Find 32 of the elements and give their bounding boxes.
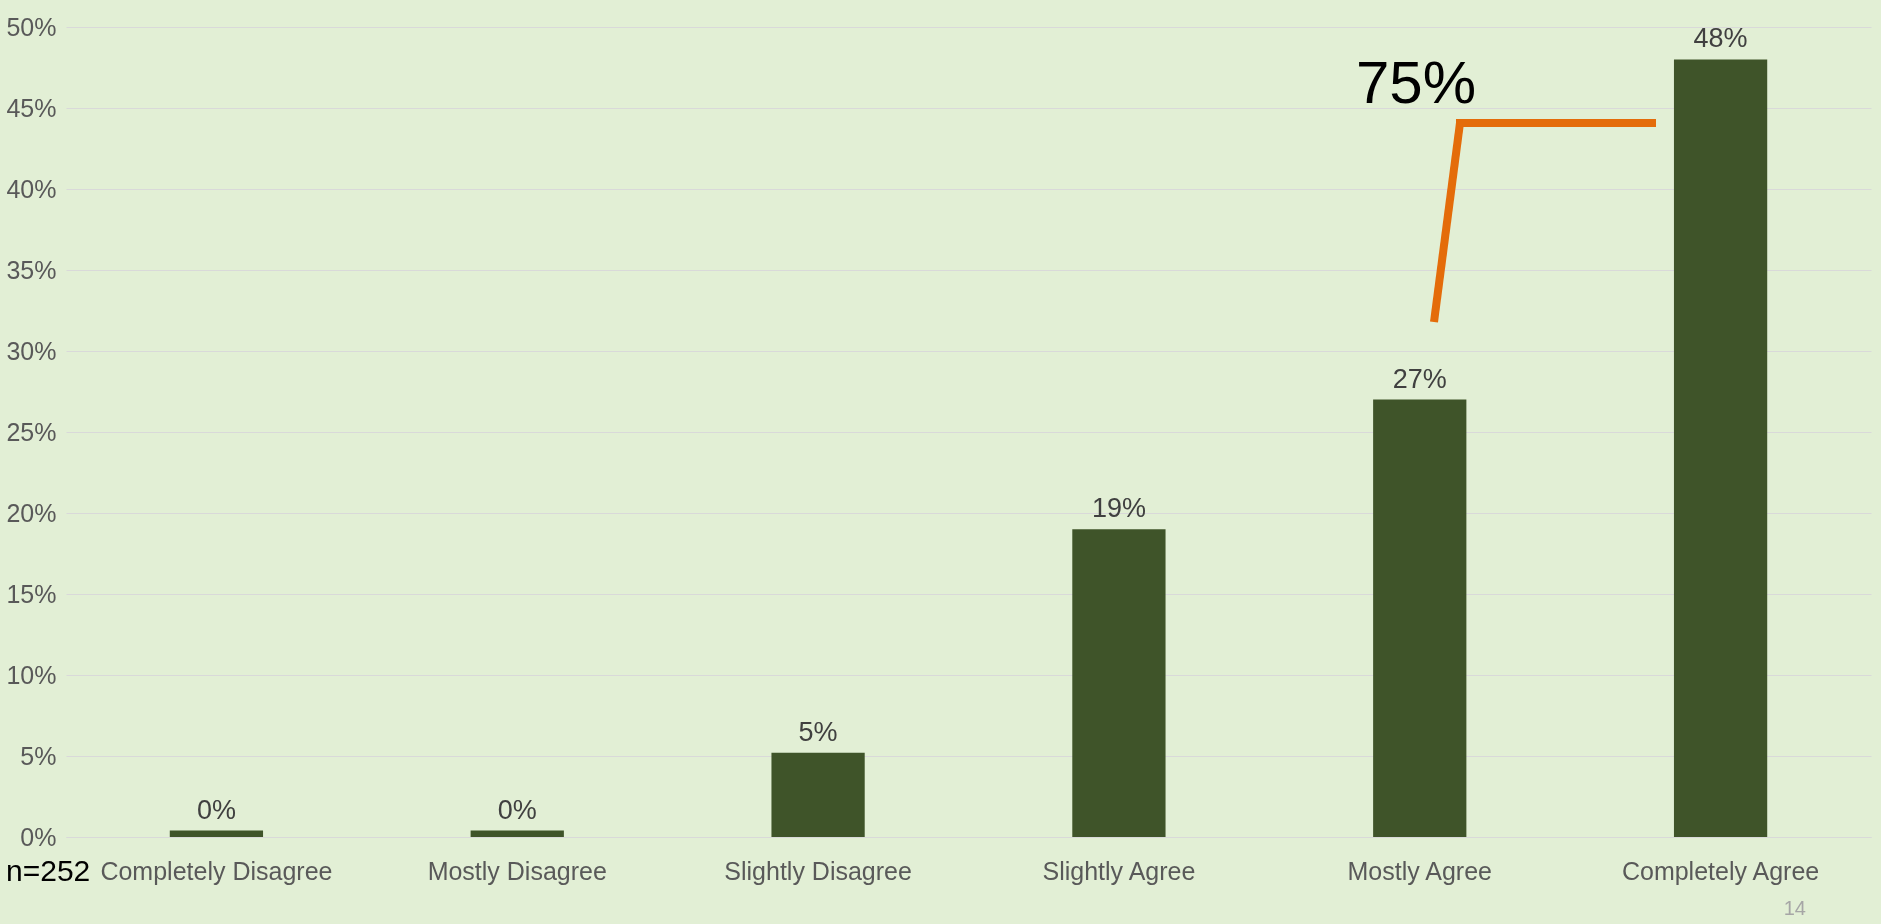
y-tick-label: 40% [6, 174, 57, 203]
text: 14 [1783, 897, 1806, 919]
y-tick-label: 5% [20, 741, 57, 770]
bar [169, 830, 264, 837]
bar [1072, 529, 1166, 837]
y-tick-label: 50% [6, 12, 57, 41]
x-tick-label: Slightly Disagree [724, 856, 912, 885]
x-tick-label: Mostly Agree [1347, 856, 1493, 885]
y-tick-label: 45% [6, 93, 57, 122]
x-tick-label: Slightly Agree [1042, 856, 1196, 885]
data-label: 0% [497, 794, 537, 825]
x-tick-label: Completely Agree [1621, 856, 1820, 885]
data-label: 48% [1693, 23, 1748, 54]
bar [1673, 59, 1768, 837]
y-tick-label: 25% [6, 417, 57, 446]
x-tick-label: Mostly Disagree [427, 856, 607, 885]
y-tick-label: 0% [20, 822, 57, 851]
data-label: 5% [798, 716, 838, 747]
bar [1373, 399, 1467, 837]
y-tick-label: 30% [6, 336, 57, 365]
annotation: 75% [1355, 49, 1477, 116]
data-label: 19% [1091, 493, 1146, 524]
data-label: 0% [196, 794, 236, 825]
bar [470, 830, 564, 837]
y-tick-label: 20% [6, 498, 57, 527]
y-tick-label: 15% [6, 579, 57, 608]
x-tick-label: Completely Disagree [100, 856, 333, 885]
text: n=252 [6, 854, 91, 887]
y-tick-label: 10% [6, 660, 57, 689]
data-label: 27% [1392, 363, 1447, 394]
bar [771, 752, 865, 837]
y-tick-label: 35% [6, 255, 57, 284]
